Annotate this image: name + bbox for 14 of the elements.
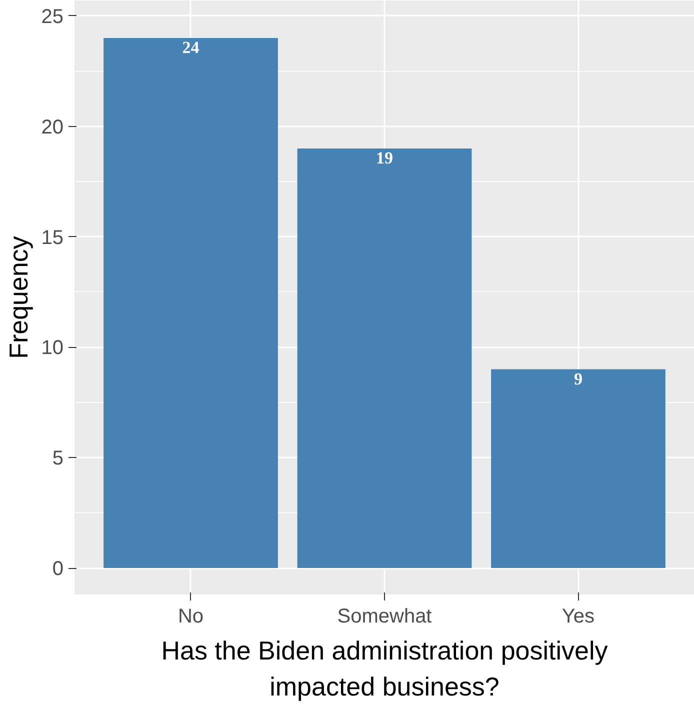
y-tick-label: 15: [41, 226, 64, 249]
x-tick-label: Somewhat: [337, 606, 432, 628]
y-tick-label: 5: [52, 448, 64, 470]
x-tick-label: No: [178, 606, 204, 628]
x-axis-title: Has the Biden administration positively impacted business?: [161, 636, 608, 702]
y-tick-label: 0: [52, 558, 64, 580]
y-tick-label: 20: [41, 116, 64, 138]
data-label: 19: [376, 148, 393, 168]
data-label: 9: [574, 369, 582, 388]
x-tick-label: Yes: [562, 606, 595, 628]
y-axis-title: Frequency: [3, 236, 34, 359]
y-tick-label: 10: [41, 337, 64, 360]
data-label: 24: [182, 38, 200, 58]
y-tick-label: 25: [41, 6, 64, 28]
